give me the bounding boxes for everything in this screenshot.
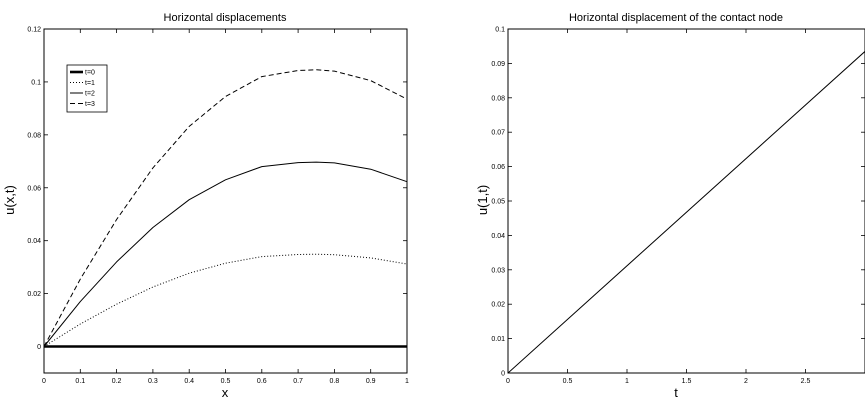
x-axis-label: t: [674, 385, 678, 400]
legend-label: t=2: [85, 91, 95, 98]
y-tick-label: 0.07: [491, 130, 505, 137]
chart-title: Horizontal displacement of the contact n…: [569, 12, 783, 24]
series-line-t1: [43, 253, 408, 347]
chart-title: Horizontal displacements: [164, 12, 287, 24]
series-line-0: [507, 51, 865, 374]
x-tick-label: 0: [42, 378, 46, 385]
ticks: 0 0.1 0.2 0.3 0.4 0.5 0.6 0.7 0.8 0.9 1 0 0.02 0.04 0.…: [27, 27, 409, 386]
y-tick-label: 0.04: [27, 238, 41, 245]
y-tick-label: 0: [37, 344, 41, 351]
y-tick-label: 0.12: [27, 27, 41, 34]
y-axis-label: u(1,t): [475, 185, 490, 215]
x-tick-label: 2: [744, 378, 748, 385]
x-tick-label: 0.6: [257, 378, 267, 385]
series-line-t2: [43, 161, 408, 347]
x-tick-label: 0.9: [366, 378, 376, 385]
y-tick-label: 0.02: [27, 291, 41, 298]
axes-frame: [43, 28, 408, 374]
y-tick-label: 0: [501, 371, 505, 378]
axes-frame: [507, 28, 865, 374]
y-tick-label: 0.09: [491, 61, 505, 68]
x-tick-label: 0.4: [184, 378, 194, 385]
x-tick-label: 0.1: [75, 378, 85, 385]
plot-area: [507, 28, 865, 374]
y-tick-label: 0.04: [491, 233, 505, 240]
y-tick-label: 0.05: [491, 199, 505, 206]
x-axis-label: x: [222, 385, 229, 400]
chart-contact-node-displacement: Horizontal displacement of the contact n…: [475, 12, 865, 400]
x-tick-label: 1: [625, 378, 629, 385]
y-tick-label: 0.02: [491, 302, 505, 309]
y-tick-label: 0.06: [27, 185, 41, 192]
x-tick-label: 0.5: [221, 378, 231, 385]
y-tick-label: 0.01: [491, 336, 505, 343]
y-tick-label: 0.1: [31, 79, 41, 86]
x-tick-label: 0: [506, 378, 510, 385]
x-tick-label: 2.5: [801, 378, 811, 385]
y-tick-label: 0.03: [491, 267, 505, 274]
plot-area: [43, 28, 408, 374]
legend-label: t=3: [85, 101, 95, 108]
y-tick-label: 0.08: [27, 132, 41, 139]
x-tick-label: 0.2: [112, 378, 122, 385]
legend-label: t=0: [85, 70, 95, 77]
legend-label: t=1: [85, 80, 95, 87]
x-tick-label: 0.7: [293, 378, 303, 385]
x-tick-label: 0.3: [148, 378, 158, 385]
ticks: 0 0.5 1 1.5 2 2.5 0 0.01 0.02 0.03 0.04 0.05 0.06 0.0…: [491, 27, 865, 385]
y-tick-label: 0.06: [491, 164, 505, 171]
y-tick-label: 0.08: [491, 95, 505, 102]
x-tick-label: 0.5: [563, 378, 573, 385]
series-line-t3: [43, 69, 408, 347]
x-tick-label: 1.5: [682, 378, 692, 385]
y-axis-label: u(x,t): [2, 185, 17, 215]
chart-horizontal-displacements: Horizontal displacements x u(x,t) 0 0.1 0.…: [2, 12, 409, 400]
x-tick-label: 1: [405, 378, 409, 385]
y-tick-label: 0.1: [495, 27, 505, 34]
x-tick-label: 0.8: [330, 378, 340, 385]
legend: t=0 t=1 t=2 t=3: [66, 64, 108, 113]
